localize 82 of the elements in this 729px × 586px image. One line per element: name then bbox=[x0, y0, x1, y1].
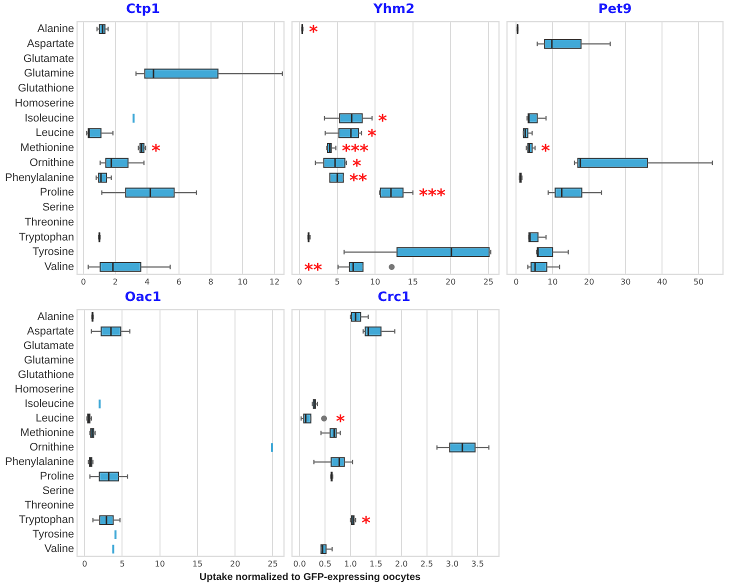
y-tick-label: Phenylalanine bbox=[4, 172, 74, 184]
y-tick-label: Methionine bbox=[20, 427, 74, 440]
y-tick-label: Ornithine bbox=[29, 156, 74, 169]
x-tick-label: 30 bbox=[620, 277, 631, 286]
x-tick-label: 25 bbox=[483, 277, 494, 286]
x-tick-label: 6 bbox=[176, 277, 182, 286]
x-tick-label: 2.5 bbox=[420, 559, 434, 568]
y-tick-label: Ornithine bbox=[29, 442, 74, 454]
chart-title: Oac1 bbox=[124, 290, 162, 306]
x-tick-label: 10 bbox=[548, 277, 558, 286]
x-tick-label: 1.0 bbox=[344, 559, 357, 568]
x-tick-label: 12 bbox=[269, 277, 280, 286]
x-tick-label: 20 bbox=[230, 559, 240, 568]
x-tick-label: 25 bbox=[268, 559, 278, 568]
y-tick-label: Leucine bbox=[36, 127, 74, 140]
x-tick-label: 3.0 bbox=[446, 559, 459, 568]
annotation: * bbox=[336, 412, 346, 432]
annotation: * bbox=[152, 141, 161, 162]
x-tick-label: 40 bbox=[656, 277, 668, 286]
y-tick-label: Threonine bbox=[24, 500, 74, 512]
y-tick-label: Proline bbox=[40, 186, 74, 199]
y-tick-label: Serine bbox=[42, 485, 74, 498]
x-tick-label: 10 bbox=[154, 559, 165, 568]
y-tick-label: Valine bbox=[44, 260, 74, 273]
y-tick-label: Isoleucine bbox=[24, 112, 74, 124]
y-tick-label: Glutamine bbox=[24, 354, 74, 366]
chart-title: Ctp1 bbox=[126, 2, 160, 18]
y-tick-label: Homoserine bbox=[14, 97, 74, 110]
annotation: ** bbox=[304, 260, 322, 280]
x-tick-label: 8 bbox=[208, 277, 214, 286]
x-tick-label: 0 bbox=[82, 559, 88, 568]
y-tick-label: Glutathione bbox=[18, 368, 74, 381]
y-tick-label: Proline bbox=[40, 470, 74, 483]
x-tick-label: 20 bbox=[584, 277, 594, 286]
x-tick-label: 15 bbox=[192, 559, 203, 568]
x-tick-label: 0 bbox=[514, 277, 519, 286]
chart-title: Crc1 bbox=[378, 290, 410, 306]
y-tick-label: Alanine bbox=[37, 310, 74, 323]
y-tick-label: Isoleucine bbox=[24, 398, 74, 410]
x-tick-label: 10 bbox=[370, 277, 380, 286]
x-tick-label: 5 bbox=[334, 277, 340, 286]
x-tick-label: 20 bbox=[446, 277, 456, 286]
x-tick-label: 3.5 bbox=[471, 559, 484, 568]
annotation: * bbox=[378, 112, 388, 132]
y-tick-label: Methionine bbox=[20, 142, 74, 154]
chart-title: Pet9 bbox=[598, 2, 632, 18]
x-tick-label: 1.5 bbox=[370, 559, 382, 568]
y-tick-label: Glutathione bbox=[18, 82, 74, 95]
y-tick-label: Glutamine bbox=[24, 68, 74, 80]
x-tick-label: 0.0 bbox=[293, 559, 306, 568]
annotation: *** bbox=[418, 186, 446, 206]
y-tick-label: Glutamate bbox=[23, 340, 74, 352]
x-tick-label: 2.0 bbox=[394, 559, 408, 568]
y-tick-label: Valine bbox=[44, 543, 74, 556]
y-tick-label: Glutamate bbox=[23, 52, 74, 65]
x-tick-label: 10 bbox=[238, 277, 248, 286]
y-tick-label: Homoserine bbox=[14, 383, 74, 396]
y-tick-label: Leucine bbox=[36, 412, 74, 425]
x-tick-label: 0.5 bbox=[318, 559, 332, 568]
y-tick-label: Alanine bbox=[37, 23, 74, 36]
y-tick-label: Tyrosine bbox=[32, 246, 74, 258]
y-tick-label: Tyrosine bbox=[32, 528, 74, 541]
x-tick-label: 4 bbox=[144, 277, 150, 286]
y-tick-label: Aspartate bbox=[27, 38, 74, 50]
x-tick-label: 15 bbox=[408, 277, 418, 286]
x-axis-title: Uptake normalized to GFP-expressing oocytes bbox=[199, 572, 421, 583]
annotation: * bbox=[368, 126, 377, 147]
y-tick-label: Tryptophan bbox=[18, 231, 74, 244]
y-tick-label: Tryptophan bbox=[18, 514, 74, 526]
annotation: * bbox=[308, 22, 318, 42]
annotation: * bbox=[362, 514, 371, 534]
x-tick-label: 2 bbox=[112, 277, 118, 286]
chart-title: Yhm2 bbox=[372, 2, 415, 18]
x-tick-label: 0 bbox=[80, 277, 86, 286]
x-tick-label: 5 bbox=[120, 559, 125, 568]
y-tick-label: Serine bbox=[42, 202, 74, 214]
y-tick-label: Phenylalanine bbox=[4, 456, 74, 468]
y-tick-label: Aspartate bbox=[27, 325, 74, 338]
y-tick-label: Threonine bbox=[24, 216, 74, 228]
annotation: * bbox=[541, 141, 550, 162]
x-tick-label: 0 bbox=[297, 277, 302, 286]
x-tick-label: 50 bbox=[693, 277, 704, 286]
